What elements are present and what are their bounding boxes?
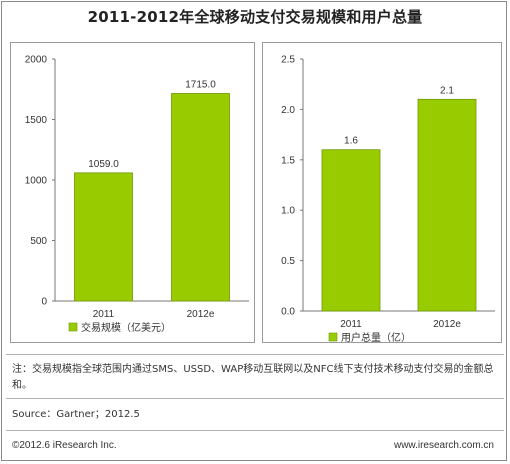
y-tick-label: 0.5: [281, 256, 295, 267]
legend-label: 用户总量（亿）: [341, 331, 411, 344]
x-tick-label: 2012e: [187, 309, 215, 320]
y-tick-label: 2000: [25, 55, 48, 66]
y-tick-label: 1.0: [281, 206, 295, 217]
user-count-chart: 0.0 0.5 1.0 1.5 2.0 2.5 1.6 2011 2.1 2012e 用户总量（亿）: [281, 55, 495, 344]
bar: [417, 98, 477, 312]
divider: [6, 354, 504, 355]
data-label: 2.1: [440, 85, 454, 96]
divider: [6, 398, 504, 399]
y-tick-label: 0: [41, 297, 47, 308]
source-line: Source：Gartner；2012.5: [12, 409, 140, 420]
divider: [6, 430, 504, 431]
x-tick-label: 2012e: [433, 319, 461, 330]
x-tick-label: 2011: [93, 309, 115, 320]
y-tick-label: 2.5: [281, 55, 295, 66]
y-tick-label: 1500: [25, 115, 48, 126]
website-link[interactable]: www.iresearch.com.cn: [393, 440, 494, 451]
legend-label: 交易规模（亿美元）: [81, 321, 171, 334]
legend-swatch: [68, 322, 78, 332]
y-tick-label: 1.5: [281, 155, 295, 166]
legend-swatch: [328, 332, 338, 342]
footnote: 注：交易规模指全球范围内通过SMS、USSD、WAP移动互联网以及NFC线下支付…: [12, 364, 494, 391]
y-tick-label: 1000: [25, 176, 48, 187]
user-count-panel: 0.0 0.5 1.0 1.5 2.0 2.5 1.6 2011 2.1 2012e 用户总量（亿）: [262, 42, 502, 344]
x-tick-label: 2011: [340, 319, 362, 330]
y-tick-label: 2.0: [281, 105, 295, 116]
chart-title: 2011-2012年全球移动支付交易规模和用户总量: [87, 8, 423, 26]
y-tick-label: 500: [30, 236, 47, 247]
transaction-volume-panel: 0 500 1000 1500 2000 1059.0 2011 1715.0 2012e 交易规…: [10, 42, 255, 343]
copyright-text: ©2012.6 iResearch Inc.: [12, 440, 117, 451]
data-label: 1.6: [344, 136, 358, 147]
data-label: 1715.0: [185, 79, 216, 90]
data-label: 1059.0: [88, 159, 119, 170]
bar: [171, 93, 230, 302]
bar: [321, 149, 381, 312]
y-tick-label: 0.0: [281, 307, 295, 318]
transaction-volume-chart: 0 500 1000 1500 2000 1059.0 2011 1715.0 2012e 交易规…: [25, 55, 249, 334]
bar: [74, 172, 133, 302]
